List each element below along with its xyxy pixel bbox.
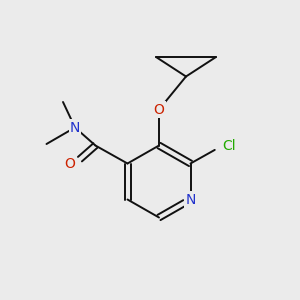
Text: N: N bbox=[70, 121, 80, 134]
Text: O: O bbox=[154, 103, 164, 116]
Text: O: O bbox=[64, 157, 75, 170]
Text: N: N bbox=[185, 193, 196, 206]
Text: Cl: Cl bbox=[223, 139, 236, 152]
